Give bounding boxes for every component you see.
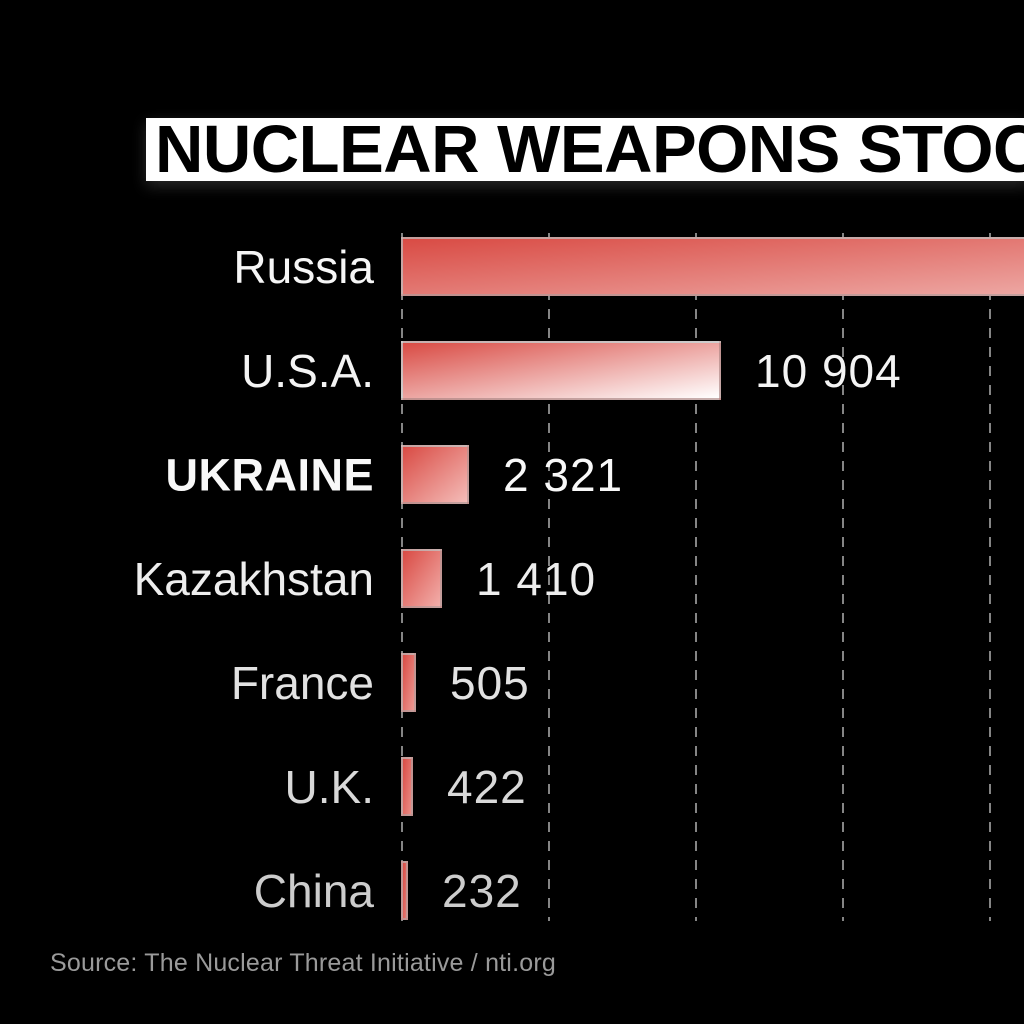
country-label-kazakhstan: Kazakhstan — [133, 552, 374, 605]
gridline — [989, 233, 991, 921]
value-label-usa: 10 904 — [755, 344, 902, 397]
country-label-france: France — [230, 656, 374, 709]
bar-ukraine — [401, 445, 469, 504]
value-label-ukraine: 2 321 — [503, 448, 624, 501]
bar-row-usa: U.S.A. 10 904 — [0, 341, 1024, 400]
bar-kazakhstan — [401, 549, 442, 608]
bar-france — [401, 653, 416, 712]
country-label-russia: Russia — [233, 240, 374, 293]
value-label-france: 505 — [450, 656, 530, 709]
country-label-ukraine: UKRAINE — [165, 449, 374, 500]
title-banner: NUCLEAR WEAPONS STOC — [146, 118, 1024, 181]
bar-row-kazakhstan: Kazakhstan 1 410 — [0, 549, 1024, 608]
bar-row-uk: U.K. 422 — [0, 757, 1024, 816]
value-label-china: 232 — [442, 864, 522, 917]
bar-row-france: France 505 — [0, 653, 1024, 712]
bar-russia — [401, 237, 1024, 296]
bar-row-russia: Russia — [0, 237, 1024, 296]
gridline — [842, 233, 844, 921]
value-label-kazakhstan: 1 410 — [476, 552, 597, 605]
country-label-usa: U.S.A. — [241, 344, 374, 397]
bar-row-ukraine: UKRAINE 2 321 — [0, 445, 1024, 504]
bar-china — [401, 861, 408, 920]
bar-row-china: China 232 — [0, 861, 1024, 920]
value-label-uk: 422 — [447, 760, 527, 813]
bar-usa — [401, 341, 721, 400]
source-attribution: Source: The Nuclear Threat Initiative / … — [50, 949, 556, 977]
gridline — [695, 233, 697, 921]
page-title: NUCLEAR WEAPONS STOC — [155, 118, 1024, 181]
country-label-uk: U.K. — [284, 760, 374, 813]
bar-uk — [401, 757, 413, 816]
gridline — [548, 233, 550, 921]
country-label-china: China — [253, 864, 374, 917]
